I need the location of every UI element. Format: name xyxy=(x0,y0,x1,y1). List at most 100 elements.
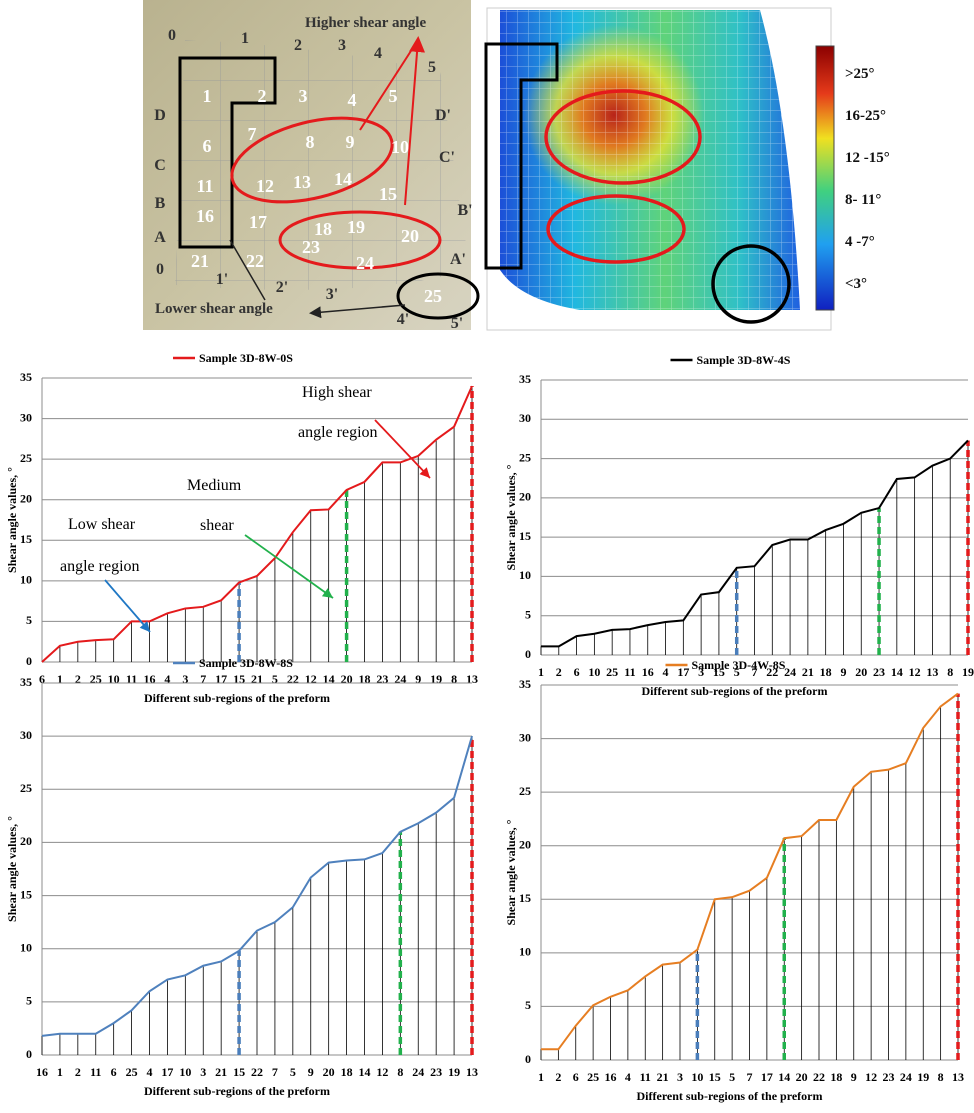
x-tick-label: 10 xyxy=(179,1065,191,1079)
x-tick-label: 14 xyxy=(359,1065,371,1079)
x-tick-label: 16 xyxy=(642,665,654,679)
annotation: Medium xyxy=(187,477,242,494)
x-tick-label: 5 xyxy=(729,1070,735,1084)
x-tick-label: 2 xyxy=(556,665,562,679)
x-axis-label: Different sub-regions of the preform xyxy=(144,1084,330,1098)
region-label: 20 xyxy=(401,226,419,246)
region-label: 16 xyxy=(196,206,214,226)
x-tick-label: 7 xyxy=(747,1070,753,1084)
x-tick-label: 12 xyxy=(305,672,317,686)
y-tick-label: 15 xyxy=(519,891,531,905)
colorbar-label: <3° xyxy=(845,276,867,292)
x-tick-label: 23 xyxy=(883,1070,895,1084)
x-tick-label: 18 xyxy=(830,1070,842,1084)
x-tick-label: 24 xyxy=(394,672,406,686)
y-tick-label: 5 xyxy=(525,607,531,621)
y-tick-label: 20 xyxy=(519,490,531,504)
x-tick-label: 18 xyxy=(359,672,371,686)
x-tick-label: 20 xyxy=(323,1065,335,1079)
y-tick-label: 30 xyxy=(519,411,531,425)
high-region xyxy=(230,116,394,204)
region-label: 8 xyxy=(306,132,315,152)
series-line xyxy=(41,385,473,663)
region-label: 25 xyxy=(424,286,442,306)
x-tick-label: 20 xyxy=(796,1070,808,1084)
y-tick-label: 0 xyxy=(26,654,32,668)
heat-mesh xyxy=(500,10,800,310)
x-tick-label: 9 xyxy=(308,1065,314,1079)
region-label: 21 xyxy=(191,251,209,271)
x-tick-label: 17 xyxy=(215,672,227,686)
x-tick-label: 6 xyxy=(574,665,580,679)
x-tick-label: 22 xyxy=(813,1070,825,1084)
region-label: 1 xyxy=(203,86,212,106)
x-tick-label: 17 xyxy=(677,665,689,679)
y-tick-label: 15 xyxy=(20,532,32,546)
x-tick-label: 23 xyxy=(873,665,885,679)
colorbar-label: 4 -7° xyxy=(845,234,875,250)
region-label: 9 xyxy=(346,132,355,152)
colorbar-label: >25° xyxy=(845,66,875,82)
x-tick-label: 11 xyxy=(640,1070,651,1084)
x-tick-label: 23 xyxy=(430,1065,442,1079)
x-tick-label: 2 xyxy=(75,1065,81,1079)
y-tick-label: 10 xyxy=(519,568,531,582)
x-tick-label: 10 xyxy=(588,665,600,679)
y-tick-label: 30 xyxy=(20,410,32,424)
arrow xyxy=(244,534,334,599)
colorbar xyxy=(815,45,835,311)
grid-label: 0 xyxy=(168,27,176,44)
x-tick-label: 19 xyxy=(448,1065,460,1079)
y-tick-label: 0 xyxy=(525,1052,531,1066)
y-tick-label: 25 xyxy=(20,781,32,795)
x-tick-label: 1 xyxy=(538,1070,544,1084)
y-tick-label: 5 xyxy=(26,613,32,627)
x-tick-label: 19 xyxy=(430,672,442,686)
y-tick-label: 10 xyxy=(20,573,32,587)
grid-label: B' xyxy=(457,202,472,219)
y-axis-label: Shear angle values, ° xyxy=(5,467,19,573)
x-tick-label: 13 xyxy=(466,1065,478,1079)
x-tick-label: 8 xyxy=(451,672,457,686)
y-axis-label: Shear angle values, ° xyxy=(5,816,19,922)
x-tick-label: 4 xyxy=(625,1070,631,1084)
grid-label: C' xyxy=(439,149,455,166)
series-line xyxy=(541,692,959,1051)
x-tick-label: 15 xyxy=(713,665,725,679)
x-tick-label: 11 xyxy=(126,672,137,686)
y-tick-label: 35 xyxy=(20,675,32,689)
region-label: 18 xyxy=(314,219,332,239)
x-tick-label: 13 xyxy=(952,1070,964,1084)
arrow xyxy=(374,419,431,479)
colorbar-label: 16-25° xyxy=(845,108,886,124)
x-tick-label: 22 xyxy=(287,672,299,686)
y-tick-label: 0 xyxy=(525,647,531,661)
x-tick-label: 4 xyxy=(164,672,170,686)
low-region xyxy=(396,272,480,320)
arrow xyxy=(359,40,418,206)
x-tick-label: 25 xyxy=(90,672,102,686)
region-label: 10 xyxy=(391,137,409,157)
x-tick-label: 15 xyxy=(233,672,245,686)
grid-label: 4 xyxy=(374,45,382,62)
outline xyxy=(484,42,559,270)
x-tick-label: 20 xyxy=(855,665,867,679)
region-label: 15 xyxy=(379,184,397,204)
grid-label: B xyxy=(155,195,166,212)
grid-label: 4' xyxy=(397,311,409,328)
medium-region xyxy=(546,194,686,264)
x-tick-label: 14 xyxy=(891,665,903,679)
y-tick-label: 5 xyxy=(26,994,32,1008)
x-axis-label: Different sub-regions of the preform xyxy=(144,691,330,705)
legend-label: Sample 3D-8W-8S xyxy=(199,656,293,670)
y-tick-label: 35 xyxy=(20,370,32,384)
x-tick-label: 20 xyxy=(341,672,353,686)
photo xyxy=(143,0,480,330)
x-tick-label: 18 xyxy=(820,665,832,679)
y-tick-label: 5 xyxy=(525,998,531,1012)
x-tick-label: 19 xyxy=(917,1070,929,1084)
caption: Lower shear angle xyxy=(155,301,273,317)
x-tick-label: 24 xyxy=(900,1070,912,1084)
region-label: 12 xyxy=(256,176,274,196)
